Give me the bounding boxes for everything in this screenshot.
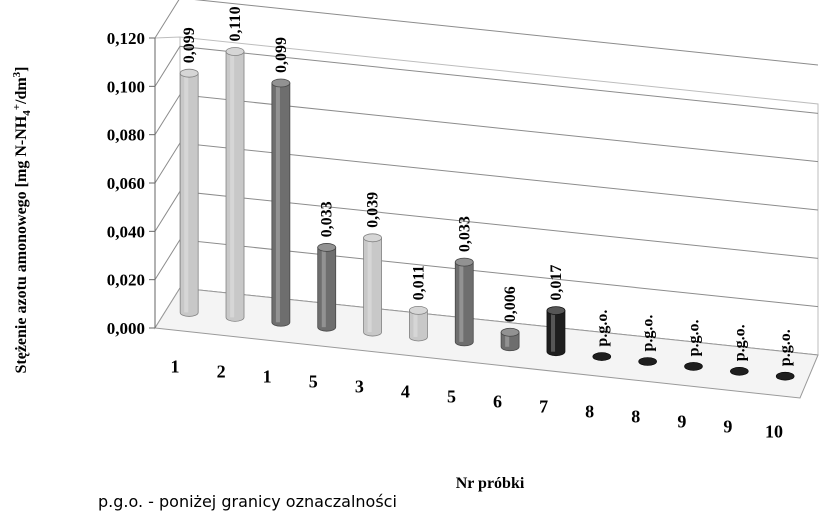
y-axis-title: Stężenie azotu amonowego [mg N-NH4+/dm3] (11, 66, 33, 373)
bar-highlight (413, 310, 418, 337)
bar-highlight (321, 247, 326, 328)
bar (225, 47, 245, 322)
bar-highlight (275, 83, 280, 323)
bar-body (225, 51, 245, 322)
y-tick-label: 0,040 (107, 222, 145, 241)
bar (546, 306, 566, 357)
bar (363, 233, 382, 337)
bar-top (317, 243, 337, 252)
data-label: p.g.o. (640, 315, 657, 352)
x-tick-label: 7 (539, 397, 548, 417)
x-tick-label: 2 (217, 362, 226, 382)
bar (271, 78, 291, 327)
bar-highlight (230, 51, 235, 318)
data-label: 0,011 (410, 265, 427, 300)
bar-top (546, 306, 566, 315)
bar-body (179, 72, 199, 317)
bar (775, 371, 795, 381)
bar-disc (592, 352, 612, 361)
y-axis-ticks: 0,000 0,020 0,040 0,060 0,080 0,100 0,120 (107, 29, 156, 338)
gridline (154, 0, 819, 66)
x-tick-label: 5 (309, 372, 318, 392)
bars (179, 47, 795, 381)
bar-highlight (505, 332, 510, 347)
x-tick-label: 9 (723, 417, 732, 437)
bar-highlight (459, 262, 464, 342)
x-tick-label: 4 (401, 382, 410, 402)
x-axis-ticks: 1 2 1 5 3 4 5 6 7 8 8 9 9 10 (171, 357, 783, 442)
x-tick-label: 8 (585, 402, 594, 422)
data-label: 0,017 (548, 265, 565, 301)
data-label: 0,006 (502, 286, 519, 322)
bar (409, 305, 428, 342)
bar-disc (775, 371, 795, 381)
footnote: p.g.o. - poniżej granicy oznaczalności (98, 492, 397, 511)
x-tick-label: 9 (677, 412, 686, 432)
bar (317, 243, 337, 332)
bar-top (271, 78, 291, 88)
bar-highlight (550, 310, 556, 352)
x-tick-label: 8 (631, 407, 640, 427)
bar-top (409, 305, 428, 315)
bar-body (454, 261, 474, 347)
bar (500, 327, 520, 352)
x-tick-label: 5 (447, 387, 456, 407)
bar-disc (638, 357, 657, 366)
data-label: 0,110 (227, 6, 244, 41)
x-tick-label: 1 (263, 367, 272, 387)
data-label: 0,099 (181, 27, 198, 63)
bar (684, 362, 703, 371)
bar (454, 257, 474, 347)
data-label: 0,033 (456, 216, 473, 252)
bar-body (317, 247, 337, 332)
bar-highlight (367, 237, 372, 333)
y-tick-label: 0,120 (107, 29, 145, 48)
bar-top (454, 257, 474, 267)
y-tick-label: 0,060 (107, 174, 145, 193)
bar-body (271, 82, 291, 327)
bar-body (546, 310, 566, 357)
y-tick-label: 0,020 (107, 271, 145, 290)
bar-disc (730, 366, 749, 376)
gridline (154, 45, 819, 114)
bar-highlight (184, 73, 189, 313)
y-tick-label: 0,080 (107, 126, 145, 145)
bar-top (179, 68, 199, 78)
y-tick-label: 0,000 (107, 319, 145, 338)
bar (730, 366, 749, 376)
bar-body (409, 309, 428, 342)
bar-disc (684, 362, 703, 371)
x-axis-title: Nr próbki (456, 475, 525, 492)
data-label: 0,099 (273, 37, 290, 73)
bar-top (225, 47, 245, 56)
data-label: p.g.o. (731, 324, 748, 361)
data-label: p.g.o. (594, 310, 611, 347)
data-labels: 0,099 0,110 0,099 0,033 0,039 0,011 0,033 0,006… (181, 6, 794, 366)
data-label: p.g.o. (777, 329, 794, 366)
x-tick-label: 10 (765, 422, 783, 442)
y-tick-label: 0,100 (107, 77, 145, 96)
x-tick-label: 6 (493, 392, 502, 412)
data-label: p.g.o. (685, 319, 702, 356)
data-label: 0,033 (319, 201, 336, 237)
bar (179, 68, 199, 317)
bar-top (363, 233, 382, 243)
data-label: 0,039 (365, 192, 382, 228)
bar-body (363, 237, 382, 337)
x-tick-label: 3 (355, 377, 364, 397)
x-tick-label: 1 (171, 357, 180, 377)
bar-top (500, 327, 520, 337)
bar (638, 357, 657, 366)
bar (592, 352, 612, 361)
